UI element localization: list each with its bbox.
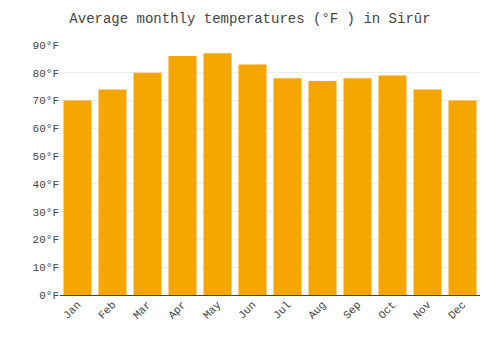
svg-text:Jun: Jun — [236, 299, 258, 321]
svg-text:70°F: 70°F — [33, 95, 59, 107]
svg-text:30°F: 30°F — [33, 207, 59, 219]
svg-text:Jul: Jul — [271, 299, 293, 321]
svg-text:Feb: Feb — [96, 299, 118, 321]
svg-text:Nov: Nov — [411, 299, 434, 322]
svg-text:0°F: 0°F — [39, 290, 59, 302]
svg-text:Apr: Apr — [166, 299, 188, 321]
svg-text:60°F: 60°F — [33, 123, 59, 135]
svg-text:50°F: 50°F — [33, 151, 59, 163]
svg-text:May: May — [201, 299, 224, 322]
svg-text:Jan: Jan — [61, 299, 83, 321]
svg-text:80°F: 80°F — [33, 68, 59, 80]
svg-text:Dec: Dec — [446, 299, 468, 321]
svg-text:10°F: 10°F — [33, 262, 59, 274]
svg-text:Mar: Mar — [131, 299, 153, 321]
svg-text:40°F: 40°F — [33, 179, 59, 191]
svg-text:20°F: 20°F — [33, 234, 59, 246]
svg-text:90°F: 90°F — [33, 40, 59, 52]
svg-text:Sep: Sep — [341, 299, 363, 321]
svg-text:Aug: Aug — [306, 299, 328, 321]
svg-text:Oct: Oct — [376, 299, 398, 321]
svg-text:Average monthly temperatures (: Average monthly temperatures (°F ) in Si… — [69, 11, 430, 27]
